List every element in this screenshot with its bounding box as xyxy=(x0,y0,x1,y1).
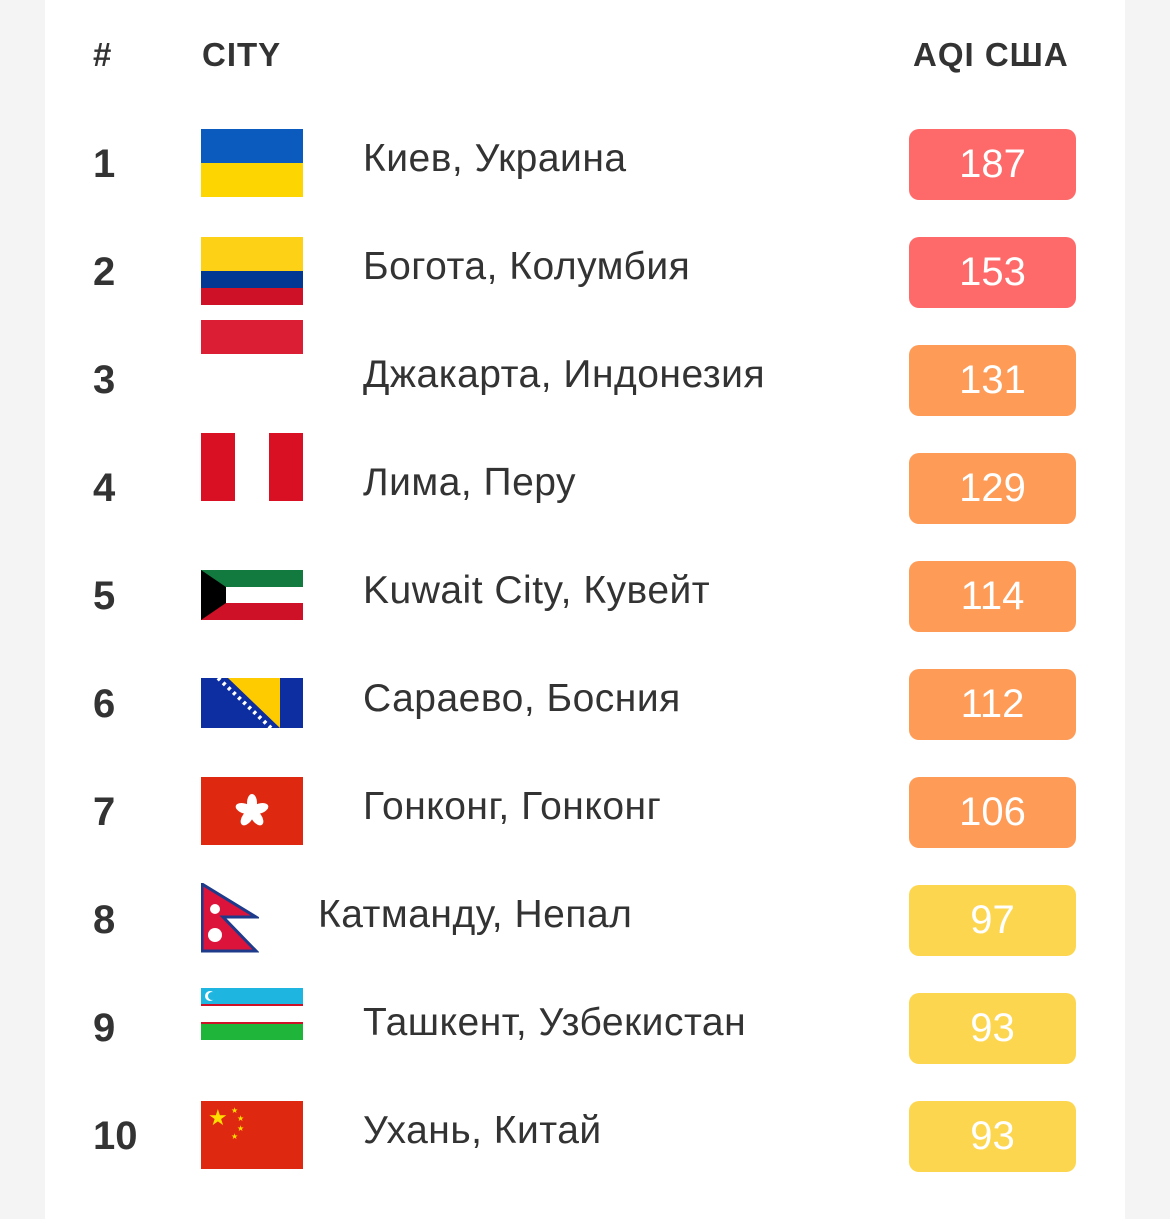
aqi-header: AQI США xyxy=(913,36,1069,73)
rank-number: 6 xyxy=(93,682,116,726)
rank-number: 4 xyxy=(93,466,116,510)
table-row[interactable]: 9 Ташкент, Узбекистан 93 xyxy=(0,973,1170,1081)
aqi-badge: 106 xyxy=(909,777,1076,848)
city-name[interactable]: Катманду, Непал xyxy=(318,893,633,936)
table-row[interactable]: 3 Джакарта, Индонезия 131 xyxy=(0,320,1170,433)
table-row[interactable]: 1 Киев, Украина 187 xyxy=(0,109,1170,217)
rank-number: 7 xyxy=(93,790,116,834)
city-name[interactable]: Ташкент, Узбекистан xyxy=(363,1001,747,1044)
aqi-badge: 114 xyxy=(909,561,1076,632)
rank-number: 8 xyxy=(93,898,116,942)
aqi-badge: 153 xyxy=(909,237,1076,308)
table-row[interactable]: 6 Сараево, Босния 112 xyxy=(0,649,1170,757)
table-row[interactable]: 4 Лима, Перу 129 xyxy=(0,433,1170,541)
city-name[interactable]: Ухань, Китай xyxy=(363,1109,602,1152)
aqi-badge: 97 xyxy=(909,885,1076,956)
city-name[interactable]: Богота, Колумбия xyxy=(363,245,691,288)
rank-number: 3 xyxy=(93,358,116,402)
table-row[interactable]: 2 Богота, Колумбия 153 xyxy=(0,217,1170,325)
city-name[interactable]: Гонконг, Гонконг xyxy=(363,785,662,828)
table-row[interactable]: 10 ★ ★ ★ ★ ★ Ухань, Китай 93 xyxy=(0,1081,1170,1189)
city-name[interactable]: Kuwait City, Кувейт xyxy=(363,569,711,612)
aqi-badge: 131 xyxy=(909,345,1076,416)
aqi-badge: 187 xyxy=(909,129,1076,200)
rank-number: 9 xyxy=(93,1006,116,1050)
svg-text:★: ★ xyxy=(231,1106,238,1115)
rank-number: 10 xyxy=(93,1114,138,1158)
aqi-badge: 93 xyxy=(909,1101,1076,1172)
aqi-badge: 129 xyxy=(909,453,1076,524)
svg-text:★: ★ xyxy=(237,1124,244,1133)
rank-number: 2 xyxy=(93,250,116,294)
svg-text:★: ★ xyxy=(231,1132,238,1141)
aqi-badge: 112 xyxy=(909,669,1076,740)
rank-header: # xyxy=(93,36,113,73)
rank-number: 5 xyxy=(93,574,116,618)
city-name[interactable]: Киев, Украина xyxy=(363,137,627,180)
city-name[interactable]: Лима, Перу xyxy=(363,461,577,504)
city-header: CITY xyxy=(202,36,282,73)
rank-number: 1 xyxy=(93,142,116,186)
table-row[interactable]: 7 Гонконг, Гонконг 106 xyxy=(0,757,1170,865)
svg-text:★: ★ xyxy=(208,1105,228,1130)
svg-text:★: ★ xyxy=(237,1114,244,1123)
city-name[interactable]: Сараево, Босния xyxy=(363,677,681,720)
aqi-badge: 93 xyxy=(909,993,1076,1064)
table-row[interactable]: 5 Kuwait City, Кувейт 114 xyxy=(0,541,1170,649)
city-name[interactable]: Джакарта, Индонезия xyxy=(363,353,766,396)
table-row[interactable]: 8 Катманду, Непал 97 xyxy=(0,865,1170,973)
